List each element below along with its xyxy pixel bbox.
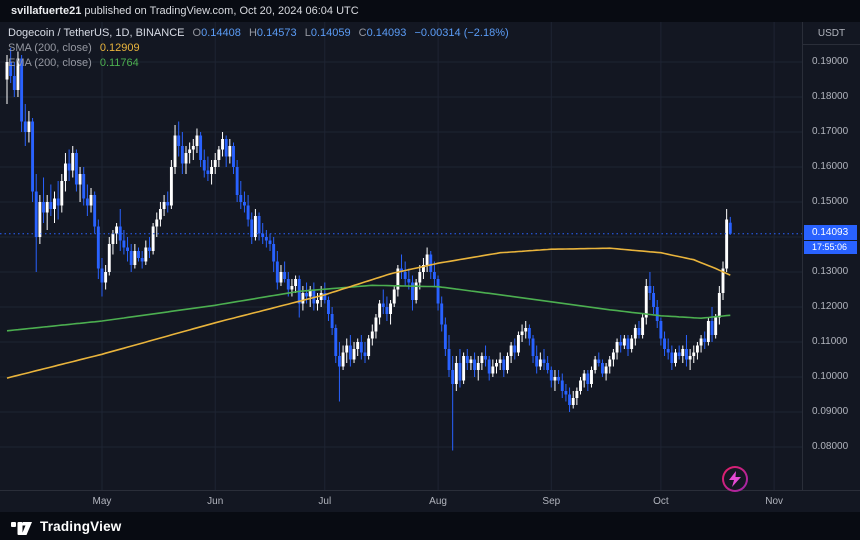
high-value: 0.14573	[256, 27, 297, 39]
low-label: L	[304, 27, 311, 39]
boost-button[interactable]	[722, 466, 748, 492]
attribution-bar: svillafuerte21 published on TradingView.…	[0, 0, 860, 22]
bar-countdown: 17:55:06	[804, 240, 857, 254]
time-tick-label: Sep	[542, 496, 561, 507]
time-axis[interactable]: May Jun Jul Aug Sep Oct Nov	[0, 490, 860, 512]
high-label: H	[248, 27, 257, 39]
price-tick-label: 0.09000	[812, 406, 849, 417]
quote-currency-label: USDT	[803, 22, 860, 45]
sma-label: SMA (200, close)	[8, 42, 92, 54]
candlestick-chart-canvas[interactable]	[0, 22, 802, 490]
current-price-tag: 0.14093 17:55:06	[804, 224, 857, 254]
tradingview-wordmark[interactable]: TradingView	[40, 518, 122, 534]
time-tick-label: May	[92, 496, 112, 507]
sma-legend-row[interactable]: SMA (200, close) 0.12909	[8, 41, 509, 55]
price-tick-label: 0.18000	[812, 91, 849, 102]
price-tick-label: 0.08000	[812, 441, 849, 452]
current-price-value: 0.14093	[804, 224, 857, 240]
price-tick-label: 0.13000	[812, 266, 849, 277]
time-tick-label: Oct	[653, 496, 669, 507]
symbol-title: Dogecoin / TetherUS, 1D, BINANCE	[8, 27, 185, 39]
time-tick-label: Aug	[429, 496, 447, 507]
tradingview-logo-icon	[11, 521, 32, 535]
author-username[interactable]: svillafuerte21	[11, 5, 82, 17]
price-tick-label: 0.19000	[812, 56, 849, 67]
price-tick-label: 0.16000	[812, 161, 849, 172]
attribution-text: published on TradingView.com, Oct 20, 20…	[84, 5, 359, 17]
chart-region[interactable]: Dogecoin / TetherUS, 1D, BINANCE O0.1440…	[0, 22, 860, 512]
time-tick-label: Jun	[207, 496, 224, 507]
close-label: C	[358, 27, 367, 39]
price-axis[interactable]: USDT 0.14093 17:55:06 0.19000 0.18000 0.17…	[802, 22, 860, 490]
change-value: −0.00314 (−2.18%)	[414, 27, 509, 39]
price-tick-label: 0.17000	[812, 126, 849, 137]
price-tick-label: 0.11000	[812, 336, 848, 347]
ema-value: 0.11764	[99, 57, 139, 69]
price-tick-label: 0.15000	[812, 196, 849, 207]
sma-value: 0.12909	[99, 42, 140, 54]
chart-legend: Dogecoin / TetherUS, 1D, BINANCE O0.1440…	[8, 26, 509, 71]
symbol-legend-row[interactable]: Dogecoin / TetherUS, 1D, BINANCE O0.1440…	[8, 26, 509, 40]
price-tick-label: 0.10000	[812, 371, 849, 382]
close-value: 0.14093	[366, 27, 407, 39]
open-label: O	[192, 27, 202, 39]
ema-label: EMA (200, close)	[8, 57, 92, 69]
open-value: 0.14408	[201, 27, 241, 39]
time-tick-label: Nov	[765, 496, 784, 507]
lightning-icon	[729, 471, 741, 487]
low-value: 0.14059	[310, 27, 351, 39]
ema-legend-row[interactable]: EMA (200, close) 0.11764	[8, 56, 509, 70]
brand-bar: TradingView	[0, 512, 860, 540]
price-tick-label: 0.12000	[812, 301, 849, 312]
time-tick-label: Jul	[318, 496, 332, 507]
